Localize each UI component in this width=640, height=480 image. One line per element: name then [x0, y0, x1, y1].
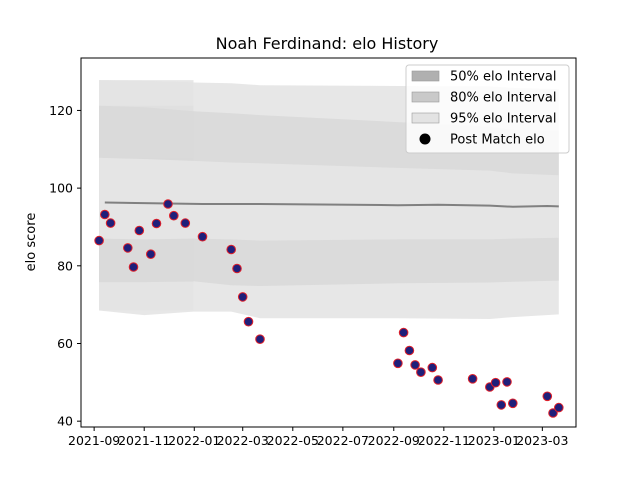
y-tick-label: 120 — [49, 103, 73, 118]
post-match-elo-point — [123, 243, 133, 253]
post-match-elo-point — [508, 398, 518, 409]
post-match-elo-point — [490, 377, 501, 388]
post-match-elo-point — [128, 262, 139, 272]
x-tick-label: 2022-03 — [217, 433, 269, 448]
post-match-elo-point — [105, 218, 116, 228]
post-match-elo-point — [169, 210, 179, 221]
y-tick-label: 40 — [57, 414, 73, 429]
x-tick-label: 2022-05 — [267, 433, 319, 448]
post-match-elo-point — [151, 218, 162, 229]
post-match-elo-point — [226, 244, 236, 255]
post-match-elo-point — [496, 400, 507, 410]
x-tick-label: 2021-11 — [118, 433, 170, 448]
post-match-elo-point — [548, 408, 558, 418]
post-match-elo-point — [410, 360, 420, 370]
legend-label: 95% elo Interval — [450, 112, 557, 127]
x-tick-label: 2023-01 — [468, 433, 520, 448]
post-match-elo-point — [433, 375, 443, 385]
post-match-elo-point — [94, 235, 104, 246]
post-match-elo-point — [427, 362, 438, 373]
y-tick-label: 100 — [49, 181, 73, 196]
legend-swatch — [411, 91, 440, 103]
legend-marker — [419, 133, 431, 145]
post-match-elo-point — [237, 292, 248, 302]
x-tick-label: 2022-09 — [368, 433, 420, 448]
x-tick-label: 2022-11 — [418, 433, 470, 448]
post-match-elo-point — [542, 391, 553, 402]
elo-interval-band-50-5 — [99, 157, 559, 241]
post-match-elo-point — [393, 358, 403, 369]
y-axis: 40 60 80 100 120 — [49, 103, 81, 429]
post-match-elo-point — [502, 377, 512, 387]
post-match-elo-point — [180, 218, 191, 228]
legend-label: 50% elo Interval — [450, 70, 557, 85]
post-match-elo-point — [163, 199, 173, 209]
legend-label: 80% elo Interval — [450, 91, 557, 106]
y-tick-label: 60 — [57, 336, 73, 351]
post-match-elo-point — [398, 327, 409, 338]
x-axis: 2021-092021-112022-012022-032022-052022-… — [68, 427, 568, 448]
x-tick-label: 2022-01 — [168, 433, 220, 448]
plot-frame — [80, 57, 577, 428]
post-match-elo-point — [100, 209, 110, 220]
x-tick-label: 2023-03 — [516, 433, 568, 448]
post-match-elo-point — [554, 402, 564, 413]
post-match-elo-point — [197, 231, 208, 242]
legend-frame — [405, 64, 570, 154]
post-match-elo-point — [232, 263, 242, 274]
post-match-elo-point — [243, 316, 254, 327]
mean-elo-line — [104, 201, 559, 208]
legend: 50% elo Interval 80% elo Interval 95% elo … — [405, 64, 570, 154]
post-match-elo-point — [146, 249, 156, 259]
post-match-elo-point — [467, 374, 478, 384]
post-match-elo-point — [255, 334, 265, 345]
y-axis-label: elo score — [24, 213, 39, 272]
legend-swatch — [411, 112, 440, 124]
y-tick-label: 80 — [57, 258, 73, 273]
x-tick-label: 2021-09 — [68, 433, 120, 448]
legend-swatch — [411, 70, 440, 82]
x-tick-label: 2022-07 — [317, 433, 369, 448]
chart-title: Noah Ferdinand: elo History — [216, 34, 439, 53]
post-match-elo-point — [404, 345, 415, 356]
legend-label: Post Match elo — [450, 133, 545, 148]
post-match-elo-point — [416, 367, 426, 378]
post-match-elo-point — [134, 225, 145, 236]
